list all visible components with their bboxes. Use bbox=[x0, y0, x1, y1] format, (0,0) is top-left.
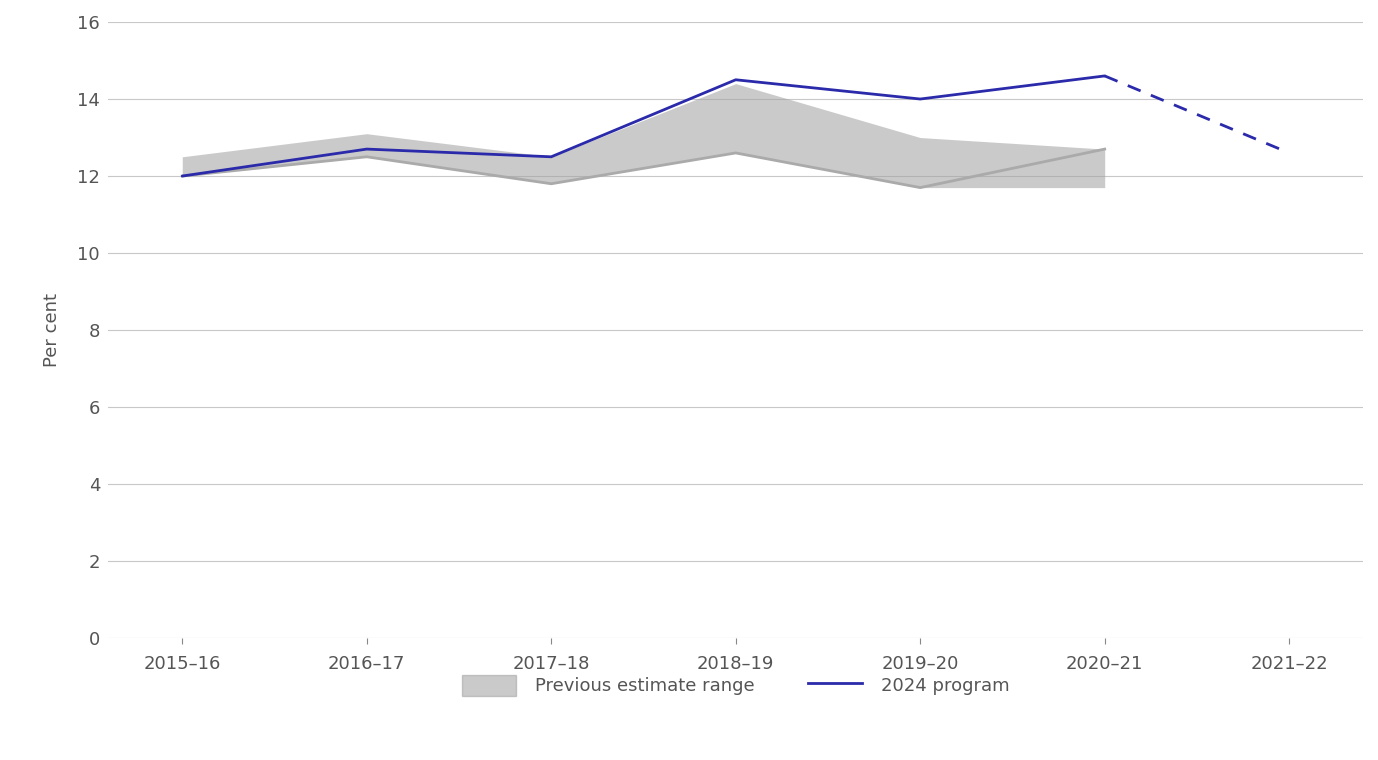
Legend: Previous estimate range, 2024 program: Previous estimate range, 2024 program bbox=[455, 668, 1017, 703]
Y-axis label: Per cent: Per cent bbox=[43, 293, 61, 367]
